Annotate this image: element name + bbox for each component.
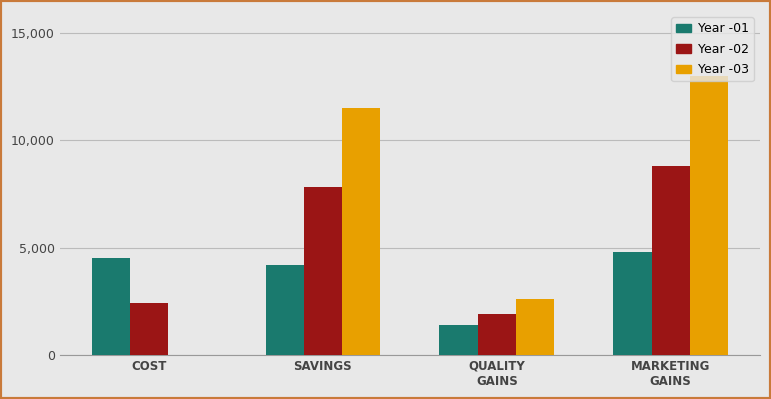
Legend: Year -01, Year -02, Year -03: Year -01, Year -02, Year -03	[672, 18, 753, 81]
Bar	[478, 314, 516, 355]
Bar	[613, 252, 651, 355]
Bar	[130, 304, 168, 355]
Bar	[516, 299, 554, 355]
Bar	[342, 108, 380, 355]
Bar	[265, 265, 304, 355]
Bar	[651, 166, 690, 355]
Bar	[92, 258, 130, 355]
Bar	[304, 188, 342, 355]
Bar	[439, 325, 478, 355]
Bar	[690, 75, 728, 355]
